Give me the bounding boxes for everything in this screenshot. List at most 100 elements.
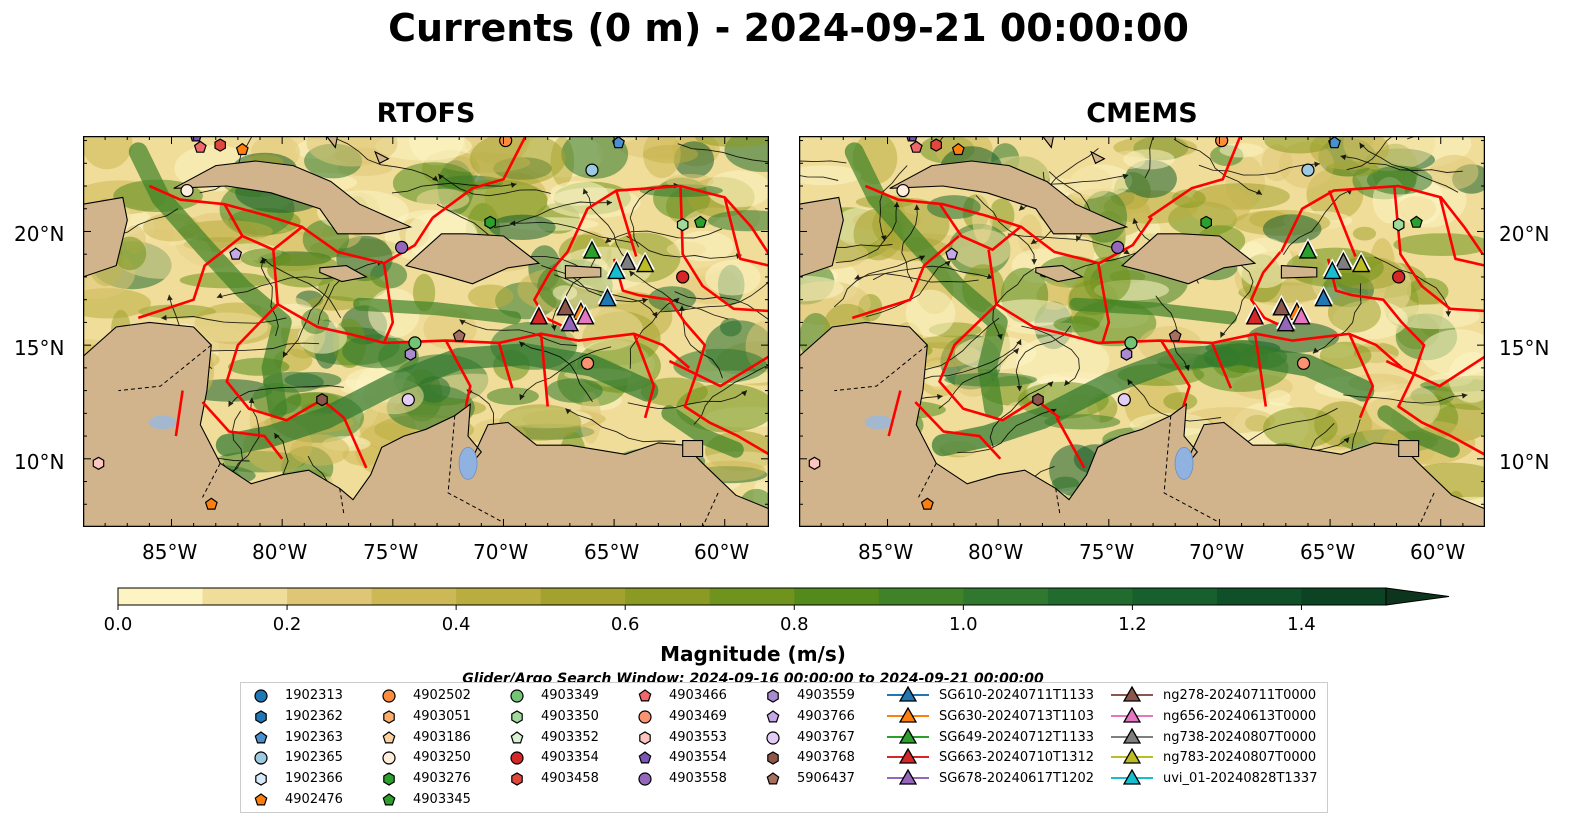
float-marker-4903766[interactable] bbox=[945, 247, 959, 260]
glider-marker-SG678-20240617T1202[interactable] bbox=[560, 313, 579, 332]
glider-marker-ng656-20240613T0000[interactable] bbox=[1292, 306, 1311, 325]
float-marker-4903558[interactable] bbox=[395, 240, 409, 254]
float-marker-4903276[interactable] bbox=[484, 215, 496, 230]
argo-floats bbox=[92, 136, 707, 510]
lon-tick-rtofs-70: 70°W bbox=[473, 540, 529, 564]
hexagon-marker-icon bbox=[255, 772, 267, 786]
glider-marker-SG610-20240711T1133[interactable] bbox=[1314, 288, 1333, 307]
float-marker-4903466[interactable] bbox=[193, 140, 207, 153]
float-marker-4903466[interactable] bbox=[909, 140, 923, 153]
glider-triangle-icon bbox=[887, 769, 929, 785]
float-marker-4903469[interactable] bbox=[580, 356, 595, 370]
float-marker-4903345[interactable] bbox=[693, 215, 707, 228]
float-marker-4902502[interactable] bbox=[1215, 136, 1229, 148]
legend-label: 4903186 bbox=[413, 729, 471, 745]
glider-marker-ng656-20240613T0000[interactable] bbox=[576, 306, 595, 325]
float-marker-4902476[interactable] bbox=[920, 497, 934, 510]
float-marker-4903458[interactable] bbox=[214, 138, 226, 152]
float-marker-4902502[interactable] bbox=[499, 136, 513, 148]
float-marker-4903349[interactable] bbox=[1124, 336, 1138, 350]
pentagon-marker-icon bbox=[254, 793, 268, 806]
float-marker-4903354[interactable] bbox=[676, 270, 690, 284]
float-marker-4903553[interactable] bbox=[92, 456, 105, 470]
glider-triangle-icon bbox=[887, 748, 929, 765]
lat-tick-left-20: 20°N bbox=[14, 222, 65, 246]
legend-label: 4902476 bbox=[285, 792, 343, 807]
current-jet bbox=[128, 142, 292, 419]
float-marker-4903766[interactable] bbox=[229, 247, 243, 260]
land bbox=[799, 136, 1485, 527]
float-marker-4903276[interactable] bbox=[1200, 215, 1212, 230]
legend-label: 1902365 bbox=[285, 750, 343, 766]
float-marker-4903350[interactable] bbox=[1392, 218, 1405, 232]
legend-label: 4903466 bbox=[669, 688, 727, 703]
glider-marker-uvi_01-20240828T1337[interactable] bbox=[1323, 260, 1342, 280]
glider-marker-SG649-20240712T1133[interactable] bbox=[582, 240, 602, 259]
legend-label: 4903469 bbox=[669, 708, 727, 724]
glider-triangle-icon bbox=[1111, 706, 1153, 723]
float-marker-4903350[interactable] bbox=[676, 218, 689, 232]
lat-tick-left-15: 15°N bbox=[14, 336, 65, 360]
float-marker-5906437[interactable] bbox=[1168, 329, 1182, 342]
glider-marker-ng278-20240711T0000[interactable] bbox=[1272, 297, 1291, 316]
colorbar-segment bbox=[1132, 588, 1218, 605]
colorbar-extend-arrow bbox=[1385, 587, 1450, 606]
lat-tick-right-10: 10°N bbox=[1499, 450, 1550, 474]
float-marker-4903458[interactable] bbox=[930, 138, 942, 152]
float-marker-4902476[interactable] bbox=[204, 497, 218, 510]
glider-marker-SG678-20240617T1202[interactable] bbox=[1276, 313, 1295, 332]
circle-marker-icon bbox=[638, 710, 652, 724]
float-marker-4903469[interactable] bbox=[1296, 356, 1311, 370]
glider-marker-ng783-20240807T0000[interactable] bbox=[1351, 254, 1371, 273]
float-marker-4903250[interactable] bbox=[896, 183, 910, 198]
float-marker-4903768[interactable] bbox=[316, 393, 328, 407]
float-marker-4903559[interactable] bbox=[404, 347, 417, 361]
lat-tick-left-10: 10°N bbox=[14, 450, 65, 474]
land bbox=[83, 136, 769, 527]
float-marker-4903349[interactable] bbox=[408, 336, 422, 350]
float-marker-4902476[interactable] bbox=[951, 142, 965, 156]
map-panel-cmems bbox=[799, 136, 1485, 527]
colorbar-segment bbox=[287, 588, 373, 605]
legend-label: SG610-20240711T1133 bbox=[939, 688, 1095, 703]
glider-marker-SG610-20240711T1133[interactable] bbox=[598, 288, 617, 307]
colorbar-segment bbox=[1047, 588, 1133, 605]
float-marker-4903768[interactable] bbox=[1032, 393, 1044, 407]
colorbar-tick-label: 0.6 bbox=[610, 614, 640, 635]
float-marker-4903354[interactable] bbox=[1392, 270, 1406, 284]
legend-label: 4903554 bbox=[669, 750, 727, 766]
glider-marker-ng783-20240807T0000[interactable] bbox=[635, 254, 655, 273]
current-jet bbox=[1069, 297, 1237, 325]
glider-marker-SG649-20240712T1133[interactable] bbox=[1298, 240, 1318, 259]
legend-label: 4903352 bbox=[541, 729, 599, 745]
pentagon-marker-icon bbox=[382, 730, 396, 744]
float-marker-4902476[interactable] bbox=[235, 142, 249, 156]
legend-label: 4903766 bbox=[797, 708, 855, 724]
float-marker-4903553[interactable] bbox=[808, 456, 821, 470]
float-marker-1902365[interactable] bbox=[585, 163, 599, 177]
glider-triangle-icon bbox=[1111, 727, 1153, 744]
float-marker-4903558[interactable] bbox=[1111, 240, 1125, 254]
float-marker-5906437[interactable] bbox=[452, 329, 466, 342]
glider-marker-SG663-20240710T1312[interactable] bbox=[529, 306, 548, 325]
float-marker-4903767[interactable] bbox=[1117, 393, 1131, 407]
hexagon-marker-icon bbox=[511, 772, 523, 786]
circle-marker-icon bbox=[254, 689, 268, 703]
float-marker-4903767[interactable] bbox=[401, 393, 415, 407]
glider-marker-ng738-20240807T0000[interactable] bbox=[618, 251, 637, 271]
legend-label: SG678-20240617T1202 bbox=[939, 771, 1095, 787]
float-marker-4903559[interactable] bbox=[1120, 347, 1133, 361]
glider-marker-ng278-20240711T0000[interactable] bbox=[556, 297, 575, 316]
float-marker-4903345[interactable] bbox=[1409, 215, 1423, 228]
legend-label: 4903768 bbox=[797, 750, 855, 766]
glider-marker-SG663-20240710T1312[interactable] bbox=[1245, 306, 1264, 325]
colorbar-segment bbox=[794, 588, 880, 605]
legend-label: ng656-20240613T0000 bbox=[1163, 708, 1317, 724]
lon-tick-cmems-75: 75°W bbox=[1079, 540, 1135, 564]
glider-marker-ng738-20240807T0000[interactable] bbox=[1334, 251, 1353, 271]
float-marker-1902365[interactable] bbox=[1301, 163, 1315, 177]
panel-title-rtofs: RTOFS bbox=[376, 98, 476, 129]
pentagon-marker-icon bbox=[766, 772, 780, 785]
float-marker-4903250[interactable] bbox=[180, 183, 194, 198]
glider-marker-uvi_01-20240828T1337[interactable] bbox=[607, 260, 626, 280]
